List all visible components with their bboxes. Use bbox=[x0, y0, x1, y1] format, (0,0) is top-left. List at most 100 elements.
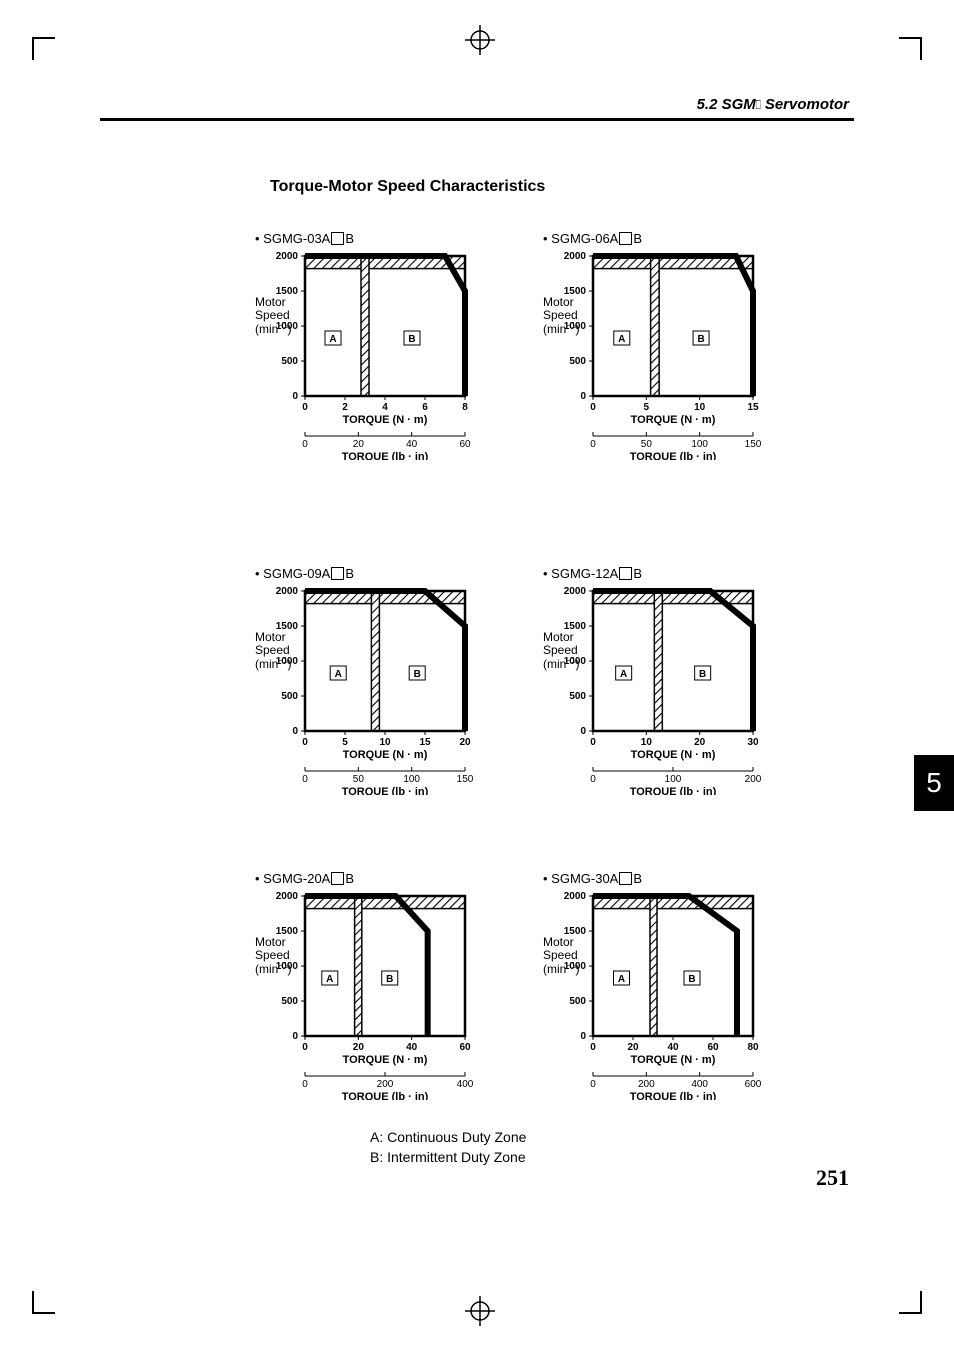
registration-mark bbox=[465, 25, 495, 55]
chart-c2: • SGMG-06ABMotorSpeed(min−1)050010001500… bbox=[543, 230, 813, 460]
crop-mark bbox=[899, 1291, 929, 1321]
svg-text:0: 0 bbox=[292, 391, 298, 402]
svg-text:4: 4 bbox=[382, 402, 388, 413]
chart-c6: • SGMG-30ABMotorSpeed(min−1)050010001500… bbox=[543, 870, 813, 1100]
svg-text:40: 40 bbox=[667, 1042, 679, 1053]
chart-title: • SGMG-30AB bbox=[543, 870, 813, 886]
y-axis-label: MotorSpeed(min−1) bbox=[543, 631, 579, 672]
svg-text:15: 15 bbox=[747, 402, 759, 413]
legend-a: A: Continuous Duty Zone bbox=[370, 1128, 526, 1148]
svg-text:TORQUE (N · m): TORQUE (N · m) bbox=[343, 749, 428, 761]
legend: A: Continuous Duty Zone B: Intermittent … bbox=[370, 1128, 526, 1167]
section-title: Torque-Motor Speed Characteristics bbox=[270, 178, 545, 196]
svg-text:B: B bbox=[408, 334, 415, 345]
svg-text:TORQUE (N · m): TORQUE (N · m) bbox=[343, 1054, 428, 1066]
svg-text:2: 2 bbox=[342, 402, 348, 413]
y-axis-label: MotorSpeed(min−1) bbox=[543, 936, 579, 977]
svg-text:100: 100 bbox=[665, 774, 682, 785]
svg-text:500: 500 bbox=[569, 356, 586, 367]
header-section-tail: Servomotor bbox=[765, 96, 849, 113]
page-number: 251 bbox=[816, 1165, 849, 1191]
svg-text:150: 150 bbox=[745, 439, 762, 450]
svg-text:100: 100 bbox=[403, 774, 420, 785]
y-axis-label: MotorSpeed(min−1) bbox=[255, 631, 291, 672]
svg-text:100: 100 bbox=[691, 439, 708, 450]
svg-text:2000: 2000 bbox=[564, 891, 587, 902]
svg-text:A: A bbox=[618, 334, 625, 345]
chart-c4: • SGMG-12ABMotorSpeed(min−1)050010001500… bbox=[543, 565, 813, 795]
svg-text:TORQUE (N · m): TORQUE (N · m) bbox=[631, 749, 716, 761]
svg-text:2000: 2000 bbox=[276, 586, 299, 597]
svg-text:B: B bbox=[688, 974, 695, 985]
svg-text:30: 30 bbox=[747, 737, 759, 748]
svg-text:40: 40 bbox=[406, 1042, 418, 1053]
svg-text:200: 200 bbox=[745, 774, 762, 785]
svg-text:200: 200 bbox=[638, 1079, 655, 1090]
chart-svg: 0500100015002000051015TORQUE (N · m)0501… bbox=[543, 250, 773, 460]
chart-c3: • SGMG-09ABMotorSpeed(min−1)050010001500… bbox=[255, 565, 525, 795]
svg-text:10: 10 bbox=[694, 402, 706, 413]
svg-text:0: 0 bbox=[302, 1042, 308, 1053]
svg-text:60: 60 bbox=[459, 1042, 471, 1053]
svg-text:0: 0 bbox=[590, 737, 596, 748]
svg-text:0: 0 bbox=[292, 1031, 298, 1042]
svg-text:A: A bbox=[618, 974, 625, 985]
svg-text:150: 150 bbox=[457, 774, 474, 785]
legend-b: B: Intermittent Duty Zone bbox=[370, 1148, 526, 1168]
svg-text:20: 20 bbox=[353, 1042, 365, 1053]
registration-mark bbox=[465, 1296, 495, 1326]
header-rule bbox=[100, 118, 854, 121]
chart-svg: 05001000150020000204060TORQUE (N · m)020… bbox=[255, 890, 485, 1100]
svg-text:500: 500 bbox=[569, 691, 586, 702]
svg-text:0: 0 bbox=[590, 1042, 596, 1053]
svg-text:TORQUE (N · m): TORQUE (N · m) bbox=[631, 1054, 716, 1066]
svg-text:TORQUE (lb · in): TORQUE (lb · in) bbox=[630, 786, 717, 795]
svg-text:B: B bbox=[386, 974, 393, 985]
svg-text:500: 500 bbox=[569, 996, 586, 1007]
chart-title: • SGMG-06AB bbox=[543, 230, 813, 246]
y-axis-label: MotorSpeed(min−1) bbox=[255, 296, 291, 337]
svg-text:400: 400 bbox=[457, 1079, 474, 1090]
svg-text:6: 6 bbox=[422, 402, 428, 413]
y-axis-label: MotorSpeed(min−1) bbox=[255, 936, 291, 977]
svg-text:500: 500 bbox=[281, 996, 298, 1007]
svg-text:A: A bbox=[620, 669, 627, 680]
svg-text:B: B bbox=[699, 669, 706, 680]
svg-text:A: A bbox=[326, 974, 333, 985]
svg-text:TORQUE (lb · in): TORQUE (lb · in) bbox=[630, 1091, 717, 1100]
chart-title: • SGMG-12AB bbox=[543, 565, 813, 581]
svg-text:5: 5 bbox=[644, 402, 650, 413]
svg-text:500: 500 bbox=[281, 691, 298, 702]
chart-c1: • SGMG-03ABMotorSpeed(min−1)050010001500… bbox=[255, 230, 525, 460]
chart-title: • SGMG-09AB bbox=[255, 565, 525, 581]
svg-text:TORQUE (lb · in): TORQUE (lb · in) bbox=[342, 451, 429, 460]
svg-text:2000: 2000 bbox=[564, 251, 587, 262]
crop-mark bbox=[899, 30, 929, 60]
svg-text:0: 0 bbox=[580, 726, 586, 737]
svg-text:20: 20 bbox=[459, 737, 471, 748]
chart-c5: • SGMG-20ABMotorSpeed(min−1)050010001500… bbox=[255, 870, 525, 1100]
svg-text:B: B bbox=[414, 669, 421, 680]
chapter-tab: 5 bbox=[914, 755, 954, 811]
svg-text:50: 50 bbox=[353, 774, 365, 785]
header-section-num: 5.2 SGM bbox=[697, 96, 756, 113]
svg-text:0: 0 bbox=[302, 1079, 308, 1090]
svg-text:0: 0 bbox=[302, 439, 308, 450]
svg-text:A: A bbox=[335, 669, 342, 680]
svg-text:40: 40 bbox=[406, 439, 418, 450]
page: 5.2 SGM□Servomotor Torque-Motor Speed Ch… bbox=[0, 0, 954, 1351]
header-section: 5.2 SGM□Servomotor bbox=[697, 96, 849, 113]
svg-text:5: 5 bbox=[342, 737, 348, 748]
svg-text:50: 50 bbox=[641, 439, 653, 450]
svg-text:20: 20 bbox=[353, 439, 365, 450]
crop-mark bbox=[25, 1291, 55, 1321]
svg-text:A: A bbox=[329, 334, 336, 345]
y-axis-label: MotorSpeed(min−1) bbox=[543, 296, 579, 337]
svg-text:15: 15 bbox=[419, 737, 431, 748]
svg-text:0: 0 bbox=[302, 737, 308, 748]
svg-text:0: 0 bbox=[302, 402, 308, 413]
chart-title: • SGMG-20AB bbox=[255, 870, 525, 886]
svg-text:80: 80 bbox=[747, 1042, 759, 1053]
svg-text:0: 0 bbox=[580, 1031, 586, 1042]
svg-text:0: 0 bbox=[292, 726, 298, 737]
